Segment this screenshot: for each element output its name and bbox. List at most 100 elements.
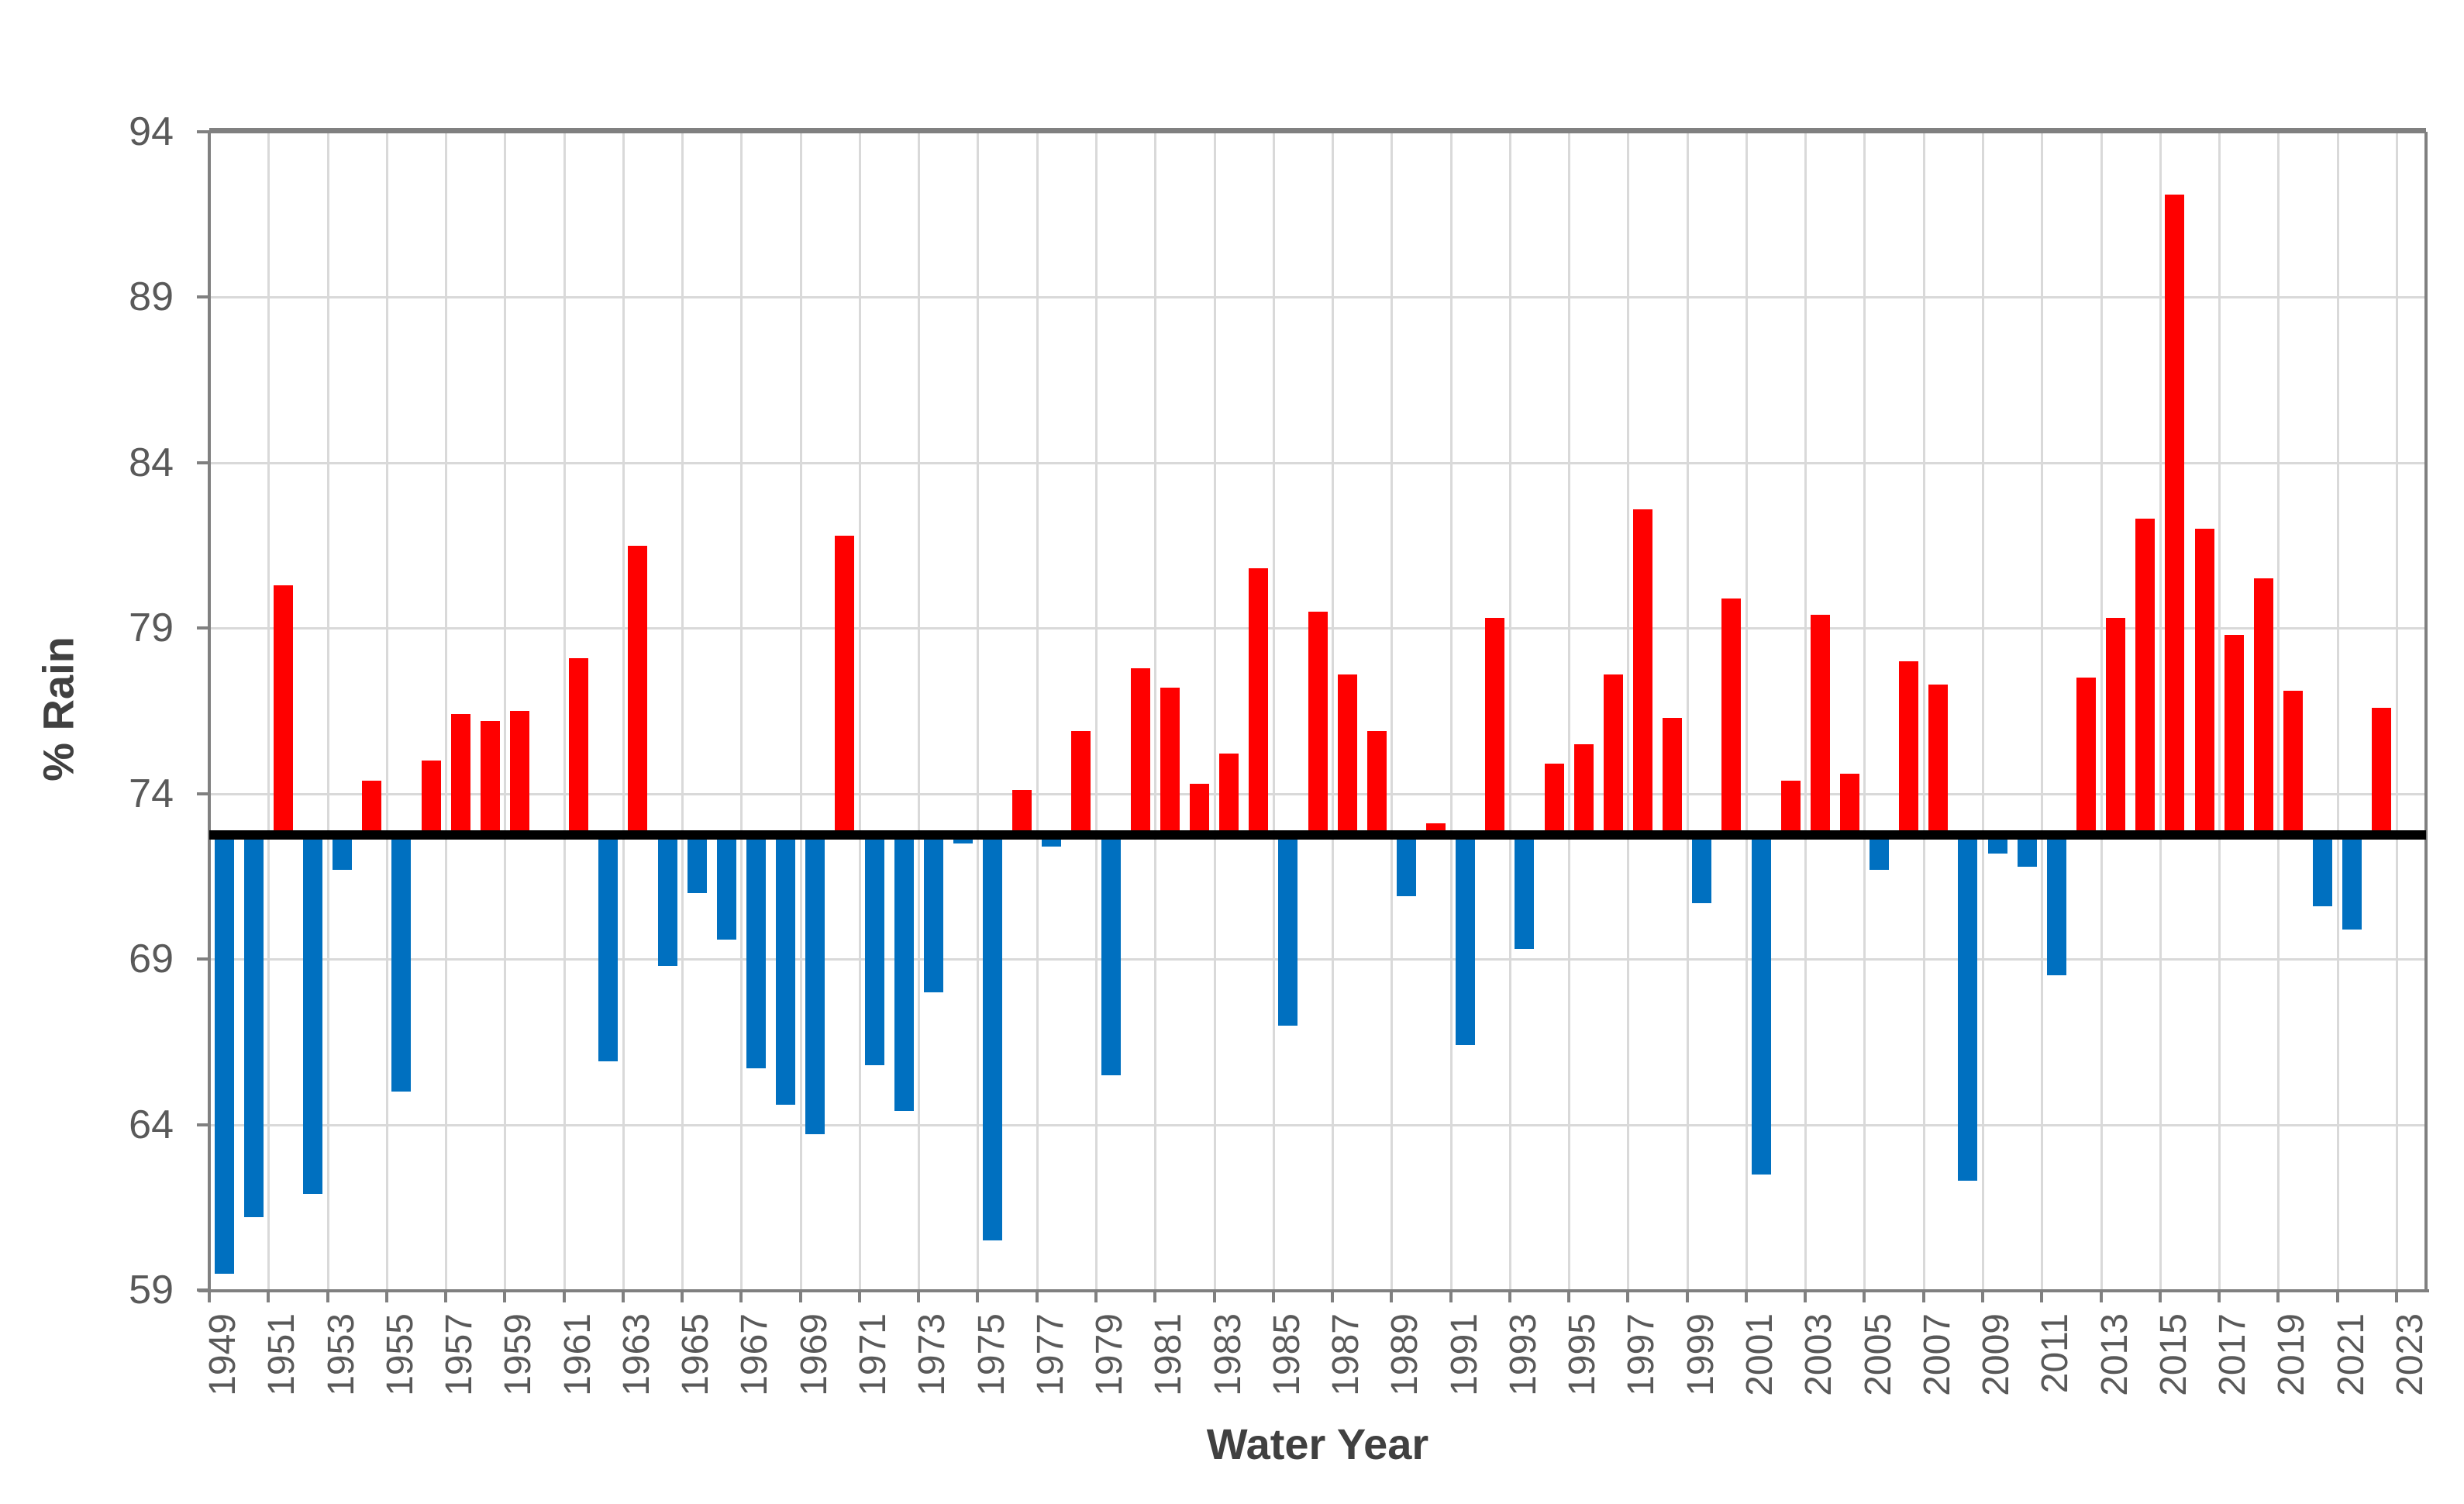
x-tick-22	[857, 1290, 861, 1302]
x-tick-10	[503, 1290, 507, 1302]
x-gridline-10	[504, 132, 507, 1290]
x-tick-label-1953: 1953	[320, 1313, 362, 1396]
bar-1975	[983, 830, 1003, 1240]
bar-1963	[628, 545, 648, 830]
x-gridline-66	[2159, 132, 2162, 1290]
x-tick-12	[562, 1290, 566, 1302]
x-tick-24	[917, 1290, 921, 1302]
bar-1991	[1456, 830, 1476, 1046]
x-tick-label-2013: 2013	[2094, 1313, 2135, 1396]
bar-1987	[1337, 674, 1357, 830]
bar-2018	[2253, 578, 2273, 830]
x-gridline-16	[681, 132, 684, 1290]
bar-1989	[1396, 830, 1416, 897]
x-tick-label-2015: 2015	[2152, 1313, 2194, 1396]
bar-1976	[1012, 790, 1032, 830]
x-tick-label-1963: 1963	[615, 1313, 657, 1396]
x-tick-46	[1567, 1290, 1571, 1302]
bar-1968	[776, 830, 796, 1105]
x-tick-16	[681, 1290, 684, 1302]
x-gridline-48	[1627, 132, 1630, 1290]
x-gridline-20	[799, 132, 802, 1290]
y-tick-label-94: 94	[129, 109, 174, 154]
bar-1964	[657, 830, 677, 966]
x-gridline-4	[326, 132, 329, 1290]
x-tick-label-1995: 1995	[1562, 1313, 1604, 1396]
bar-2013	[2106, 618, 2126, 830]
y-gridline-64	[209, 1123, 2426, 1126]
y-axis-title: % Rain	[33, 636, 83, 781]
bar-2015	[2165, 195, 2185, 830]
bar-1958	[480, 720, 500, 830]
x-gridline-34	[1213, 132, 1216, 1290]
bar-1970	[835, 535, 855, 830]
bar-1972	[894, 830, 914, 1112]
x-tick-18	[739, 1290, 743, 1302]
x-tick-label-1997: 1997	[1621, 1313, 1663, 1396]
x-tick-label-2005: 2005	[1857, 1313, 1899, 1396]
bar-1966	[716, 830, 736, 940]
plot-border-top	[209, 128, 2426, 133]
bar-1979	[1101, 830, 1121, 1075]
reference-line	[209, 830, 2426, 840]
y-tick-74	[197, 792, 209, 795]
x-axis-line	[198, 1289, 2429, 1292]
x-tick-label-2011: 2011	[2035, 1313, 2076, 1394]
bar-1949	[214, 830, 234, 1274]
bar-1982	[1189, 783, 1209, 830]
bar-1959	[509, 711, 529, 830]
x-gridline-14	[622, 132, 625, 1290]
x-gridline-22	[858, 132, 861, 1290]
bar-2022	[2372, 707, 2392, 830]
bar-1994	[1544, 764, 1564, 830]
y-gridline-84	[209, 461, 2426, 464]
y-tick-label-84: 84	[129, 440, 174, 485]
x-tick-2	[267, 1290, 271, 1302]
y-gridline-69	[209, 958, 2426, 961]
y-tick-64	[197, 1123, 209, 1126]
bar-2001	[1751, 830, 1771, 1175]
x-tick-label-1951: 1951	[261, 1313, 303, 1396]
bar-2002	[1780, 780, 1801, 830]
y-tick-94	[197, 130, 209, 133]
x-tick-label-1969: 1969	[793, 1313, 835, 1396]
x-tick-30	[1094, 1290, 1098, 1302]
x-tick-label-1981: 1981	[1148, 1313, 1190, 1396]
x-gridline-70	[2277, 132, 2280, 1290]
x-gridline-26	[977, 132, 980, 1290]
bar-1999	[1692, 830, 1712, 903]
x-gridline-44	[1508, 132, 1511, 1290]
bar-1984	[1249, 568, 1269, 830]
bar-2011	[2046, 830, 2066, 976]
x-tick-8	[444, 1290, 448, 1302]
x-tick-label-1987: 1987	[1325, 1313, 1367, 1396]
bar-1992	[1485, 618, 1505, 830]
x-tick-32	[1153, 1290, 1157, 1302]
y-tick-69	[197, 957, 209, 961]
bar-1965	[687, 830, 707, 893]
x-tick-label-1961: 1961	[557, 1313, 598, 1396]
y-tick-89	[197, 295, 209, 299]
y-tick-label-79: 79	[129, 605, 174, 651]
bar-1988	[1366, 730, 1387, 830]
bar-1950	[243, 830, 264, 1218]
bar-1981	[1160, 688, 1180, 830]
plot-border-right	[2424, 132, 2428, 1290]
x-tick-36	[1271, 1290, 1275, 1302]
bar-1978	[1071, 730, 1091, 830]
x-gridline-24	[918, 132, 921, 1290]
y-tick-label-64: 64	[129, 1102, 174, 1147]
bar-2012	[2076, 678, 2096, 830]
x-gridline-32	[1154, 132, 1157, 1290]
y-gridline-89	[209, 296, 2426, 299]
x-tick-4	[326, 1290, 329, 1302]
bar-2008	[1958, 830, 1978, 1181]
bar-1973	[923, 830, 943, 992]
x-gridline-2	[267, 132, 271, 1290]
x-tick-54	[1804, 1290, 1808, 1302]
bar-1961	[569, 657, 589, 830]
bar-1993	[1515, 830, 1535, 950]
x-gridline-18	[740, 132, 743, 1290]
x-tick-label-2001: 2001	[1739, 1313, 1780, 1396]
y-tick-84	[197, 461, 209, 464]
